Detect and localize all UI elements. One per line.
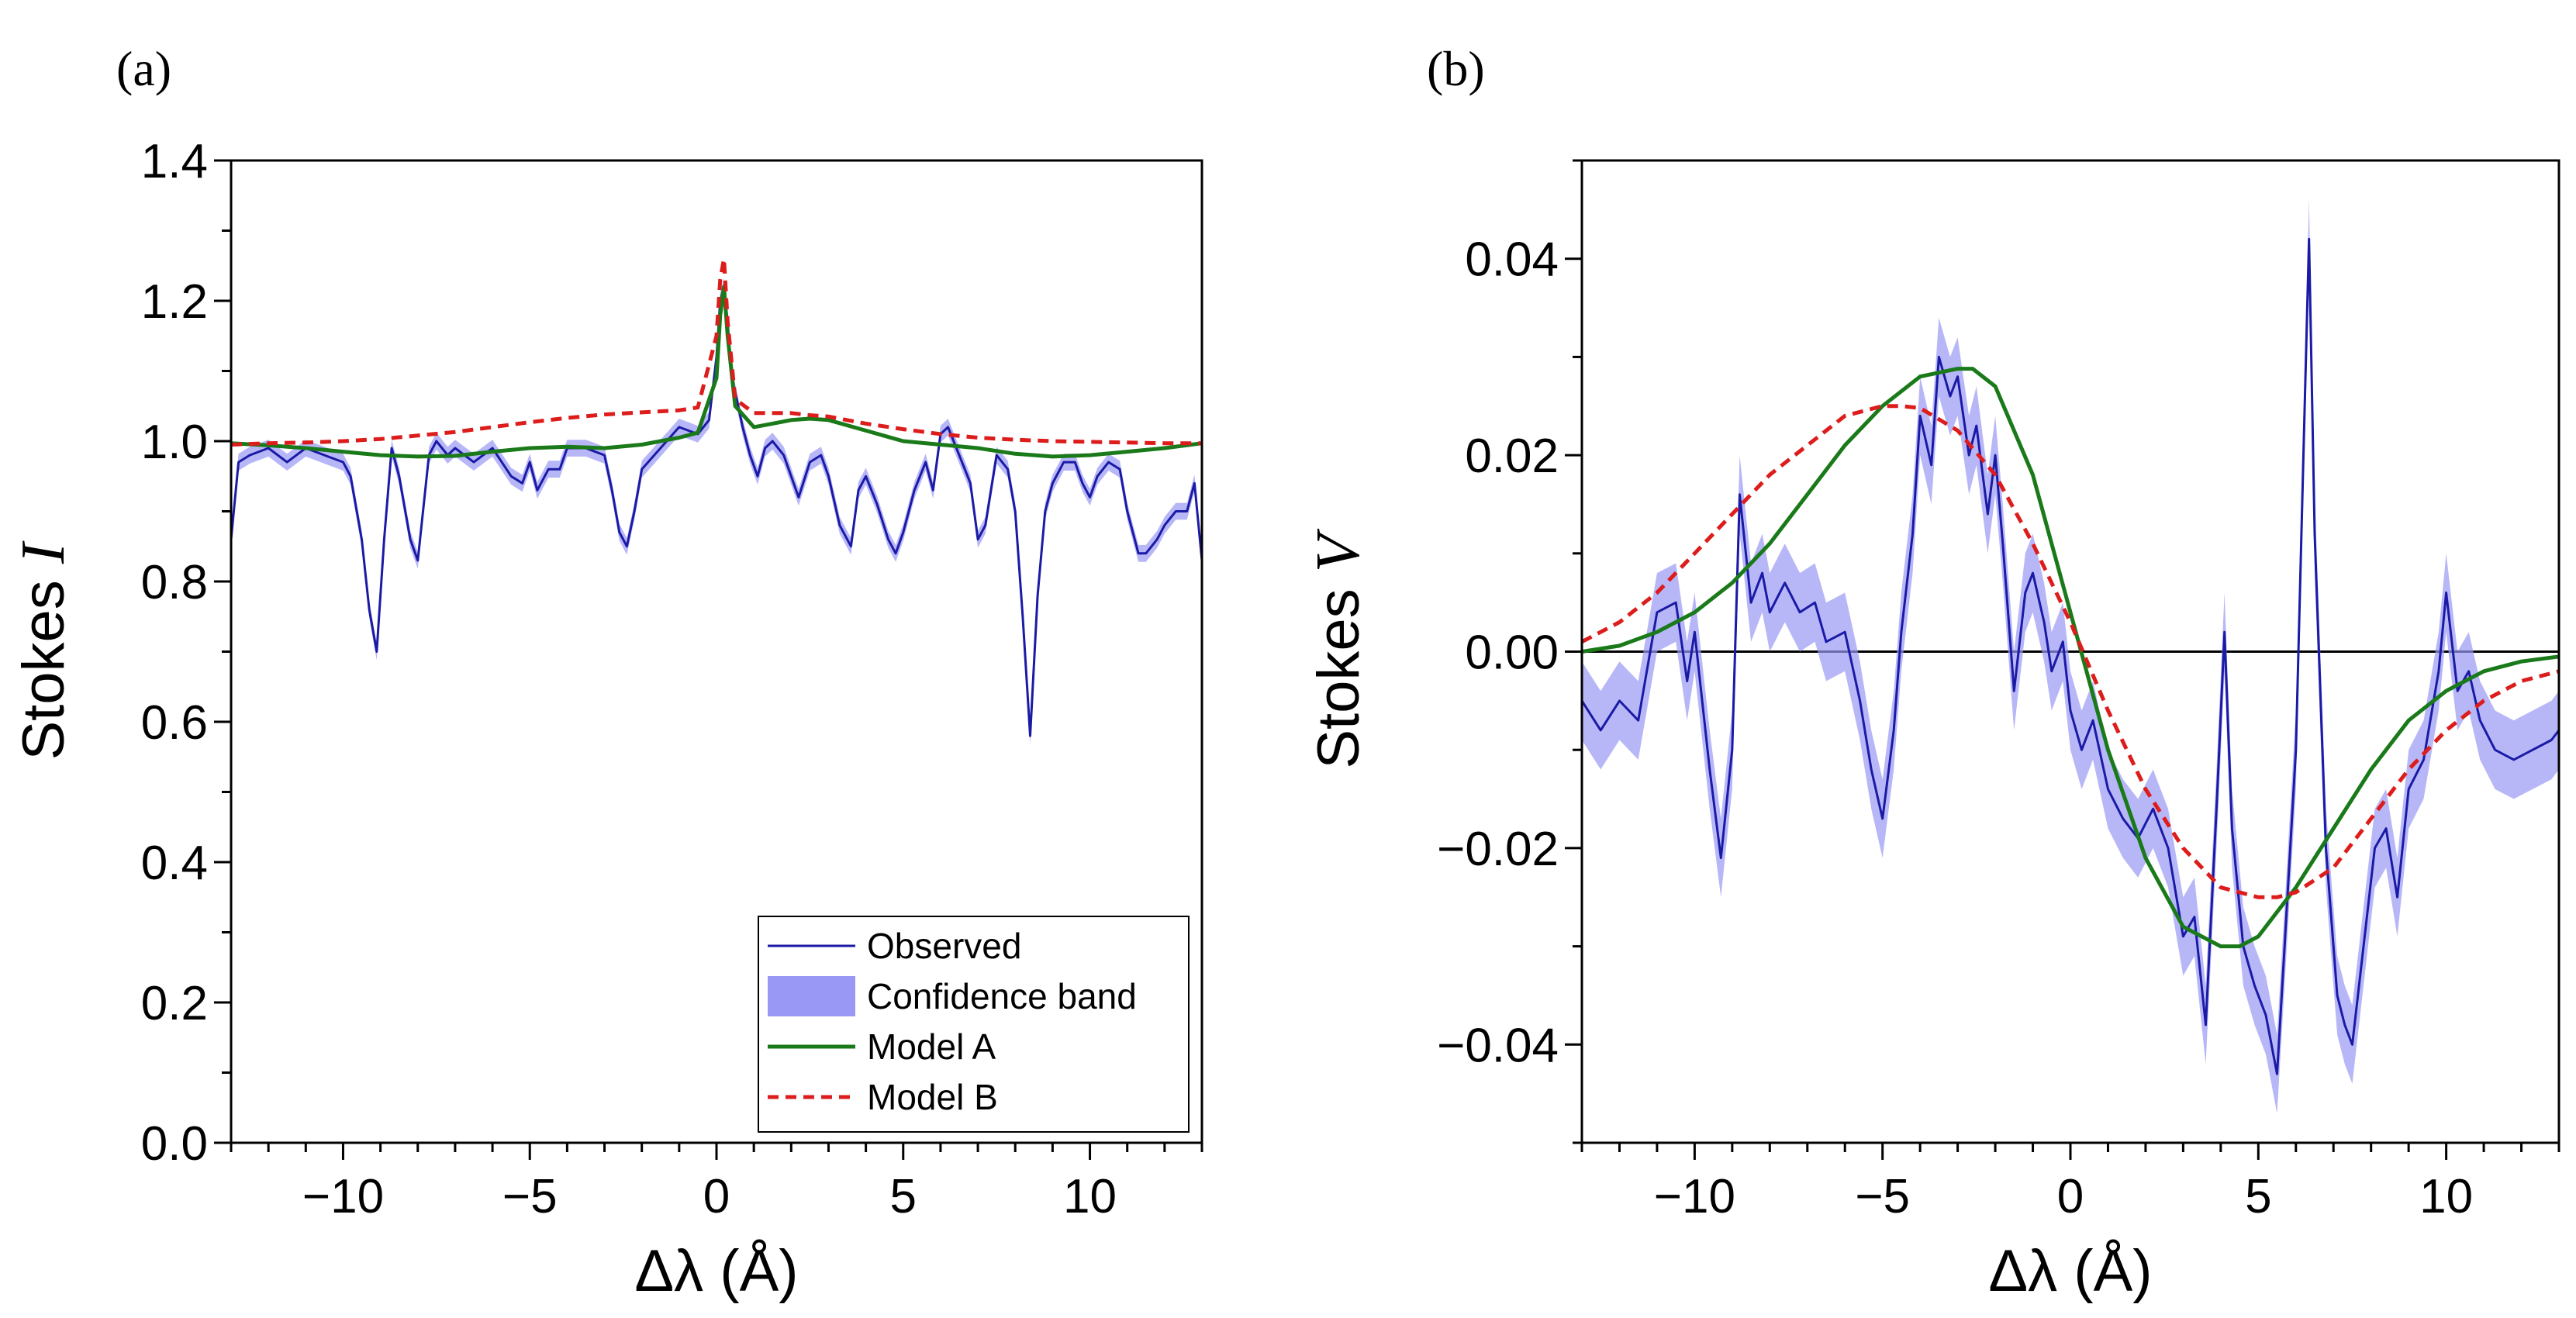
legend-swatch-confidence-band <box>768 976 855 1016</box>
y-axis-title-symbol: I <box>9 540 78 564</box>
panel-label: (a) <box>116 41 171 96</box>
x-tick-label: 0 <box>703 1170 730 1223</box>
y-axis-title-symbol: V <box>1304 528 1373 572</box>
y-tick-label: 1.2 <box>141 275 208 329</box>
panel-label: (b) <box>1427 41 1485 96</box>
x-tick-label: −5 <box>1855 1170 1910 1223</box>
y-axis-title-prefix: Stokes <box>1306 572 1372 768</box>
x-tick-label: 5 <box>890 1170 917 1223</box>
panel-b-stokes-v: (b) −10 −5 0 5 10 −0.04 −0.02 0.00 0.02 0.04 Δλ (Å)… <box>1304 41 2560 1304</box>
y-tick-label: 0.6 <box>141 696 208 750</box>
y-tick-label: 0.2 <box>141 977 208 1030</box>
x-tick-label: −5 <box>502 1170 558 1223</box>
y-tick-label: 0.04 <box>1465 233 1559 287</box>
x-tick-label: −10 <box>1654 1170 1735 1223</box>
x-tick-label: 10 <box>1063 1170 1117 1223</box>
model-b-line <box>1582 404 2559 899</box>
legend-label: Model A <box>867 1026 996 1067</box>
plot-area <box>1582 199 2559 1114</box>
x-axis-title: Δλ (Å) <box>1988 1238 2152 1304</box>
model-a-line <box>1582 367 2559 949</box>
x-tick-label: −10 <box>302 1170 384 1223</box>
model-a-line <box>231 285 1202 459</box>
panel-a-stokes-i: (a) −10 −5 0 5 10 0.0 0.2 0.4 0.6 0.8 1.0 1.2 1.4 Δλ (… <box>9 41 1203 1304</box>
x-axis-title: Δλ (Å) <box>634 1238 798 1304</box>
x-tick-label: 5 <box>2245 1170 2271 1223</box>
legend-label: Observed <box>867 926 1021 966</box>
x-tick-label: 10 <box>2419 1170 2473 1223</box>
y-tick-label: 1.0 <box>141 416 208 469</box>
y-tick-label: 0.02 <box>1465 430 1559 483</box>
model-b-line <box>231 257 1202 447</box>
observed-line <box>1582 237 2559 1075</box>
legend: Observed Confidence band Model A Model B <box>758 916 1190 1133</box>
y-tick-label: 1.4 <box>141 135 208 188</box>
y-tick-label: −0.04 <box>1437 1019 1559 1072</box>
legend-label: Model B <box>867 1077 998 1117</box>
y-axis-title: Stokes V <box>1304 528 1373 768</box>
y-tick-label: 0.0 <box>141 1117 208 1171</box>
y-tick-label: 0.4 <box>141 837 208 890</box>
y-tick-label: 0.00 <box>1465 626 1559 680</box>
y-tick-label: −0.02 <box>1437 823 1559 876</box>
observed-line <box>231 285 1202 737</box>
x-tick-label: 0 <box>2057 1170 2084 1223</box>
legend-label: Confidence band <box>867 976 1137 1016</box>
plot-area <box>231 257 1202 744</box>
y-axis-title: Stokes I <box>9 540 78 760</box>
y-tick-label: 0.8 <box>141 556 208 609</box>
y-axis-title-prefix: Stokes <box>11 564 77 760</box>
